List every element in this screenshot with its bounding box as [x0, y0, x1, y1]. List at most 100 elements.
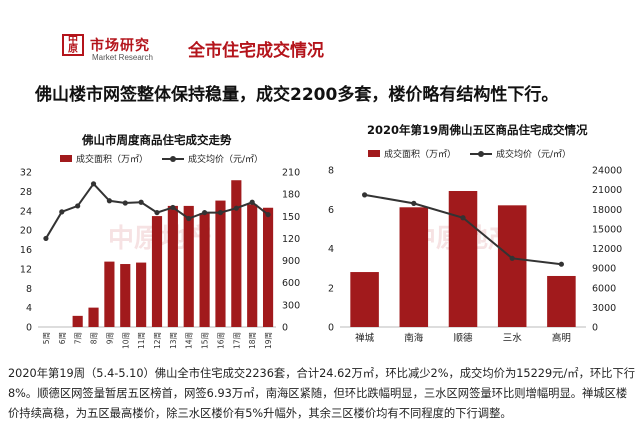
right-axis-tick-label: 12000: [282, 234, 300, 245]
price-point: [233, 205, 239, 211]
right-axis-tick-label: 6000: [282, 278, 300, 289]
right-axis-tick-label: 6000: [592, 283, 616, 294]
right-axis-tick-label: 3000: [592, 303, 616, 314]
x-axis-tick-label: 高明: [552, 332, 571, 344]
legend-label: 成交均价（元/㎡）: [496, 150, 572, 160]
left-axis-tick-label: 24: [20, 206, 32, 217]
chart-legend: 成交面积（万㎡） 成交均价（元/㎡）: [368, 147, 571, 160]
right-axis-tick-label: 24000: [592, 166, 622, 177]
right-axis-tick-label: 18000: [282, 190, 300, 201]
right-axis-tick-label: 21000: [282, 168, 300, 179]
area-bar: [136, 262, 147, 327]
weekly-trend-plot: 0 4 8 12 16 20 24 28 32 0 3000 6000 9000 12000 15000 18…: [20, 168, 300, 350]
right-axis-tick-label: 21000: [592, 185, 622, 196]
x-axis-tick-label: 8周: [90, 332, 99, 344]
price-point: [154, 209, 160, 216]
right-axis-tick-label: 9000: [282, 256, 300, 267]
left-axis-tick-label: 8: [26, 284, 32, 295]
price-point: [170, 204, 176, 211]
price-point: [460, 215, 466, 221]
x-axis-tick-label: 13周: [169, 332, 178, 349]
right-axis-tick-label: 12000: [592, 244, 622, 255]
right-axis-tick-label: 3000: [282, 300, 300, 311]
legend-line-swatch: [470, 150, 493, 157]
price-point: [265, 211, 271, 218]
legend-bar-swatch: [60, 155, 72, 162]
left-axis-tick-label: 32: [20, 168, 32, 179]
left-axis-tick-label: 2: [328, 283, 334, 294]
x-axis-tick-label: 11周: [137, 332, 146, 349]
left-axis-tick-label: 4: [328, 244, 334, 255]
area-bar: [231, 180, 242, 327]
district-chart: 2020年第19周佛山五区商品住宅成交情况 成交面积（万㎡） 成交均价（元/㎡）…: [320, 118, 640, 358]
x-axis-tick-label: 7周: [74, 332, 83, 344]
x-axis-tick-label: 南海: [404, 332, 424, 344]
left-axis-tick-label: 16: [20, 245, 32, 256]
price-point: [509, 255, 515, 261]
header: 中原 市场研究 Market Research 全市住宅成交情况: [0, 0, 640, 68]
price-point: [411, 200, 417, 206]
summary-paragraph: 2020年第19周（5.4-5.10）佛山全市住宅成交2236套，合计24.62…: [8, 367, 636, 420]
area-bar: [167, 205, 178, 327]
area-bar: [547, 275, 576, 327]
x-axis-tick-label: 16周: [216, 332, 225, 349]
left-axis-tick-label: 8: [328, 166, 334, 177]
price-point: [249, 199, 255, 205]
left-axis-tick-label: 28: [20, 187, 32, 198]
x-axis-tick-label: 17周: [232, 332, 241, 349]
price-point: [558, 261, 564, 267]
district-plot: 0 2 4 6 8 0 3000 6000 9000 12000 15000 18000 21000 24…: [328, 166, 622, 345]
area-bar: [88, 307, 99, 327]
price-point: [59, 209, 65, 215]
x-axis-tick-label: 6周: [58, 332, 67, 344]
right-axis-tick-label: 0: [592, 323, 598, 334]
price-point: [138, 199, 144, 205]
area-bar: [215, 200, 226, 327]
x-axis-tick-label: 14周: [185, 332, 194, 349]
price-point: [106, 198, 112, 204]
left-axis-tick-label: 4: [26, 303, 32, 314]
price-point: [186, 215, 192, 222]
price-point: [75, 203, 81, 209]
logo-mark: 中原: [68, 35, 78, 55]
x-axis-tick-label: 18周: [248, 332, 257, 349]
right-axis-tick-label: 0: [282, 323, 288, 334]
price-point: [122, 200, 128, 206]
x-axis-tick-label: 禅城: [355, 332, 375, 344]
chart-title: 2020年第19周佛山五区商品住宅成交情况: [367, 123, 588, 137]
area-bar: [247, 204, 258, 327]
legend-line-swatch: [162, 155, 185, 162]
x-axis-tick-label: 三水: [503, 332, 523, 344]
right-axis-tick-label: 18000: [592, 205, 622, 216]
area-bar: [183, 205, 194, 327]
section-title: 全市住宅成交情况: [188, 41, 324, 61]
left-axis-tick-label: 0: [328, 323, 334, 334]
brand-subtitle: Market Research: [92, 53, 153, 62]
x-axis-tick-label: 顺德: [453, 332, 473, 344]
area-bar: [497, 205, 527, 327]
weekly-trend-chart: 佛山市周度商品住宅成交走势 成交面积（万㎡） 成交均价（元/㎡） 0 4 8 12 16…: [0, 118, 300, 358]
area-bar: [72, 315, 83, 327]
area-bar: [448, 190, 478, 327]
left-axis-tick-label: 0: [26, 323, 32, 334]
area-bar: [199, 213, 210, 327]
legend-label: 成交面积（万㎡）: [384, 150, 457, 160]
left-axis-tick-label: 20: [20, 226, 32, 237]
x-axis-tick-label: 12周: [153, 332, 162, 349]
legend-label: 成交面积（万㎡）: [76, 155, 149, 165]
x-axis-tick-label: 19周: [264, 332, 273, 349]
area-bar: [120, 264, 131, 327]
x-axis-tick-label: 10周: [121, 332, 130, 349]
x-axis-tick-label: 5周: [42, 332, 51, 344]
area-bar: [399, 207, 429, 327]
area-bar: [151, 216, 163, 327]
brand-name: 市场研究: [90, 38, 150, 54]
left-axis-tick-label: 12: [20, 264, 32, 275]
x-axis-tick-label: 9周: [105, 332, 114, 344]
legend-label: 成交均价（元/㎡）: [188, 155, 264, 165]
price-point: [202, 209, 208, 216]
area-bar: [104, 261, 115, 327]
right-axis-tick-label: 15000: [592, 224, 622, 235]
price-point: [90, 181, 97, 187]
headline: 佛山楼市网签整体保持稳量，成交2200多套，楼价略有结构性下行。: [35, 85, 559, 105]
